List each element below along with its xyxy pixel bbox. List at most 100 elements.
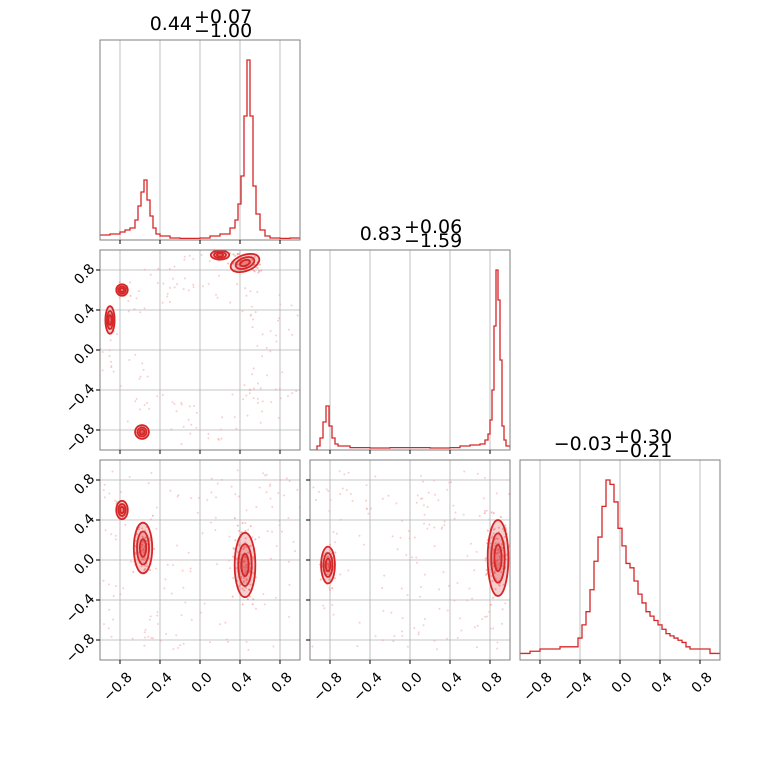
scatter-point — [261, 333, 264, 336]
scatter-point — [497, 526, 500, 529]
scatter-point — [251, 373, 254, 376]
scatter-point — [261, 400, 264, 403]
scatter-point — [374, 475, 377, 478]
scatter-point — [130, 560, 133, 563]
scatter-point — [278, 317, 281, 320]
scatter-point — [135, 397, 138, 400]
scatter-point — [419, 474, 422, 477]
scatter-point — [495, 559, 498, 562]
scatter-point — [356, 645, 359, 648]
scatter-point — [210, 477, 213, 480]
scatter-point — [240, 531, 243, 534]
scatter-point — [488, 518, 491, 521]
scatter-point — [326, 555, 329, 558]
scatter-point — [411, 556, 414, 559]
scatter-point — [148, 537, 151, 540]
scatter-point — [179, 644, 182, 647]
scatter-point — [238, 561, 241, 564]
scatter-point — [416, 494, 419, 497]
scatter-point — [180, 614, 183, 617]
scatter-point — [422, 624, 425, 627]
scatter-point — [450, 481, 453, 484]
x-tick-label-2: 0.0 — [609, 669, 636, 696]
scatter-point — [108, 355, 111, 358]
scatter-point — [177, 646, 180, 649]
scatter-point — [188, 405, 191, 408]
scatter-point — [221, 416, 224, 419]
scatter-point — [134, 353, 137, 356]
scatter-point — [196, 511, 199, 514]
scatter-point — [241, 603, 244, 606]
scatter-point — [492, 596, 495, 599]
scatter-point — [127, 300, 130, 303]
scatter-point — [249, 583, 252, 586]
scatter-point — [456, 582, 459, 585]
scatter-point — [172, 277, 175, 280]
title-error-minus: −1.00 — [194, 20, 252, 42]
scatter-point — [287, 560, 290, 563]
scatter-point — [187, 418, 190, 421]
scatter-point — [235, 567, 238, 570]
scatter-point — [138, 377, 141, 380]
scatter-point — [156, 281, 159, 284]
density-contours — [320, 519, 510, 597]
histogram-panel-3: −0.8 −0.4 0.0 0.4 0.8 −0.03 +0.30−0.21 — [519, 426, 721, 705]
scatter-point — [436, 648, 439, 651]
scatter-point — [148, 618, 151, 621]
scatter-point — [189, 567, 192, 570]
scatter-point — [246, 598, 249, 601]
scatter-point — [339, 493, 342, 496]
histogram-grid — [119, 40, 281, 240]
scatter-point — [173, 286, 176, 289]
scatter-point — [406, 645, 409, 648]
scatter-point — [126, 420, 129, 423]
scatter-point — [301, 360, 303, 362]
title-error-plus: +0.30 — [614, 426, 672, 448]
scatter-point — [156, 611, 159, 614]
scatter-point — [393, 635, 396, 638]
scatter-point — [415, 561, 418, 564]
scatter-point — [277, 319, 280, 322]
scatter-point — [168, 267, 171, 270]
scatter-point — [269, 329, 272, 332]
scatter-point — [216, 563, 219, 566]
scatter-point — [175, 410, 178, 413]
scatter-point — [243, 560, 246, 563]
scatter-point — [495, 537, 498, 540]
scatter-point — [243, 572, 246, 575]
scatter-point — [258, 486, 261, 489]
scatter-point — [484, 557, 487, 560]
x-tick-label-2: 0.0 — [399, 669, 426, 696]
scatter-point — [229, 567, 232, 570]
scatter-point — [155, 527, 158, 530]
scatter-point — [256, 344, 259, 347]
contour-level-2 — [322, 552, 334, 578]
scatter-point — [147, 482, 150, 485]
scatter-point — [490, 536, 493, 539]
scatter-point — [501, 564, 504, 567]
scatter-point — [114, 538, 117, 541]
scatter-point — [415, 501, 418, 504]
scatter-point — [473, 626, 476, 629]
scatter-point — [288, 583, 291, 586]
scatter-point — [115, 500, 118, 503]
scatter-point — [485, 615, 488, 618]
scatter-point — [110, 364, 113, 367]
scatter-point — [242, 577, 245, 580]
panel-content — [520, 460, 720, 660]
scatter-point — [216, 296, 219, 299]
scatter-point — [173, 265, 176, 268]
scatter-point — [244, 530, 247, 533]
scatter-point — [265, 473, 268, 476]
scatter-point — [147, 635, 150, 638]
scatter-point — [287, 328, 290, 331]
scatter-point — [258, 536, 261, 539]
scatter-point — [496, 537, 499, 540]
scatter-panel-p2-p3: −0.8 −0.4 0.0 0.4 0.8 — [306, 459, 511, 705]
scatter-point — [231, 393, 234, 396]
scatter-point — [274, 388, 277, 391]
scatter-point — [266, 374, 269, 377]
contour-level-3 — [119, 505, 125, 515]
scatter-point — [253, 270, 256, 273]
scatter-point — [482, 497, 485, 500]
